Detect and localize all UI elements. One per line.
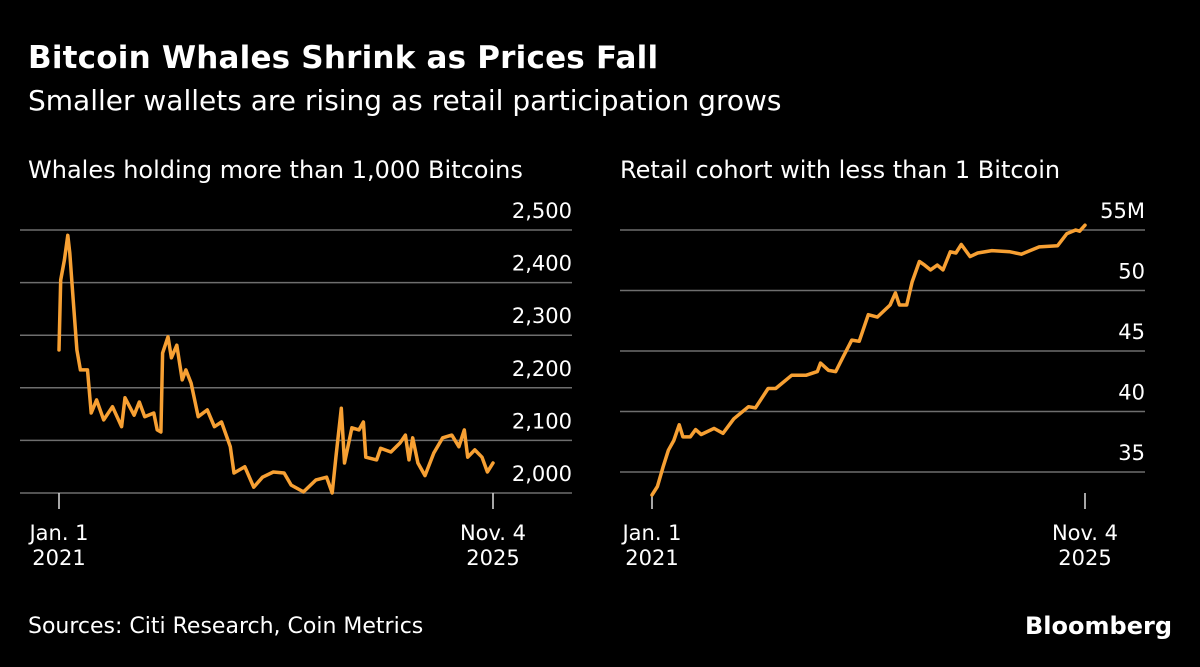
chart-subtitle: Smaller wallets are rising as retail par…	[28, 84, 782, 117]
retail-xtick-label: 2025	[1058, 546, 1111, 570]
retail-xtick-label: Jan. 1	[620, 521, 681, 545]
chart-title: Bitcoin Whales Shrink as Prices Fall	[28, 40, 659, 76]
retail-ytick-label: 35	[1118, 441, 1145, 465]
whales-xtick-label: 2021	[32, 546, 85, 570]
bloomberg-logo: Bloomberg	[1025, 612, 1172, 640]
retail-xtick-label: Nov. 4	[1052, 521, 1118, 545]
whales-series-line	[57, 233, 495, 495]
whales-panel-title: Whales holding more than 1,000 Bitcoins	[28, 156, 523, 184]
whales-ytick-label: 2,400	[512, 252, 572, 276]
retail-series-line	[650, 223, 1087, 497]
retail-ytick-label: 50	[1118, 260, 1145, 284]
retail-ytick-label: 55M	[1100, 199, 1145, 223]
whales-ytick-label: 2,200	[512, 357, 572, 381]
whales-ytick-label: 2,100	[512, 409, 572, 433]
whales-ytick-label: 2,500	[512, 199, 572, 223]
source-note: Sources: Citi Research, Coin Metrics	[28, 614, 424, 639]
whales-ytick-label: 2,300	[512, 304, 572, 328]
whales-xtick-label: Jan. 1	[27, 521, 88, 545]
retail-panel-title: Retail cohort with less than 1 Bitcoin	[620, 156, 1061, 184]
whales-ytick-label: 2,000	[512, 462, 572, 486]
whales-xtick-label: Nov. 4	[460, 521, 526, 545]
retail-xtick-label: 2021	[625, 546, 678, 570]
whales-xtick-label: 2025	[466, 546, 519, 570]
retail-ytick-label: 40	[1118, 381, 1145, 405]
retail-ytick-label: 45	[1118, 320, 1145, 344]
